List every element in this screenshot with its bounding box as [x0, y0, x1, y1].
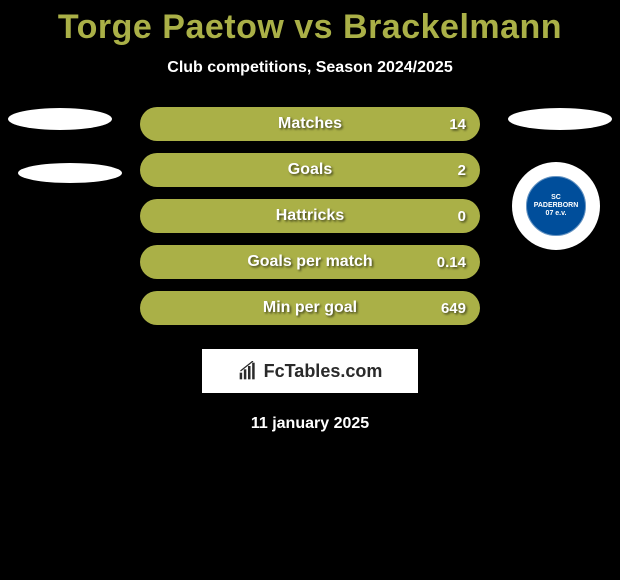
club-badge-text-mid: PADERBORN — [534, 202, 579, 210]
stat-row: Matches 14 — [140, 107, 480, 141]
stat-value: 0 — [458, 208, 466, 225]
stat-row: Goals per match 0.14 — [140, 245, 480, 279]
stat-label: Matches — [278, 115, 342, 133]
stat-label: Min per goal — [263, 299, 357, 317]
stat-value: 649 — [441, 300, 466, 317]
stat-bars: Matches 14 Goals 2 Hattricks 0 Goals per… — [140, 107, 480, 337]
stat-label: Goals per match — [247, 253, 372, 271]
stat-label: Goals — [288, 161, 332, 179]
comparison-chart: SC PADERBORN 07 e.v. Matches 14 Goals 2 … — [0, 107, 620, 327]
club-badge-text-top: SC — [551, 194, 561, 202]
footer-logo-text: FcTables.com — [264, 361, 383, 382]
club-badge: SC PADERBORN 07 e.v. — [512, 162, 600, 250]
page-title: Torge Paetow vs Brackelmann — [0, 0, 620, 47]
player-left-placeholder-2 — [18, 163, 122, 183]
stat-row: Min per goal 649 — [140, 291, 480, 325]
chart-icon — [238, 361, 258, 381]
club-badge-inner: SC PADERBORN 07 e.v. — [523, 173, 589, 239]
stat-row: Hattricks 0 — [140, 199, 480, 233]
page-subtitle: Club competitions, Season 2024/2025 — [0, 59, 620, 77]
stat-value: 0.14 — [437, 254, 466, 271]
stat-value: 14 — [449, 116, 466, 133]
club-badge-text-bottom: 07 e.v. — [546, 210, 567, 218]
player-right-placeholder-1 — [508, 108, 612, 130]
stat-value: 2 — [458, 162, 466, 179]
stat-label: Hattricks — [276, 207, 344, 225]
footer-logo: FcTables.com — [202, 349, 418, 393]
stat-row: Goals 2 — [140, 153, 480, 187]
player-left-placeholder-1 — [8, 108, 112, 130]
footer-date: 11 january 2025 — [0, 415, 620, 433]
